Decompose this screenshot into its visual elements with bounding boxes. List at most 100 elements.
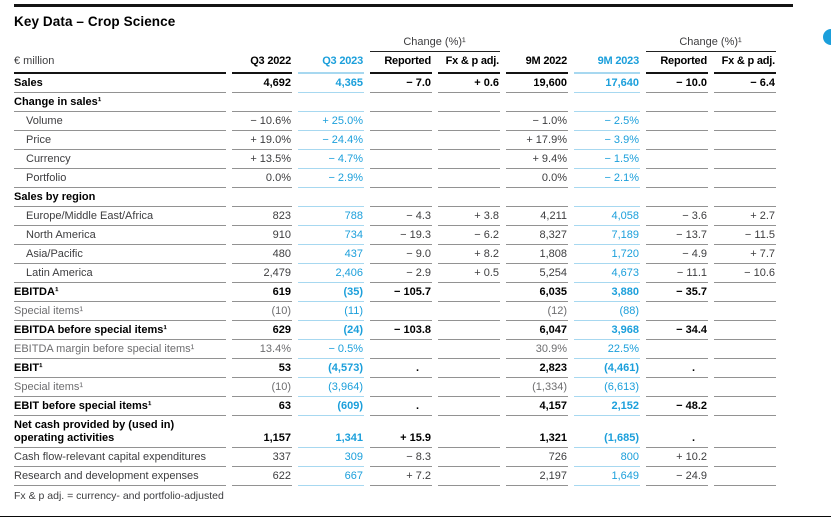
value-cell: − 35.7 bbox=[646, 283, 708, 302]
value-cell bbox=[370, 131, 432, 150]
value-cell bbox=[438, 467, 500, 486]
value-cell: 480 bbox=[232, 245, 292, 264]
value-cell: − 0.5% bbox=[298, 340, 364, 359]
value-cell bbox=[370, 302, 432, 321]
value-cell: − 24.4% bbox=[298, 131, 364, 150]
value-cell: (35) bbox=[298, 283, 364, 302]
value-cell: 6,035 bbox=[506, 283, 568, 302]
value-cell: − 11.5 bbox=[714, 226, 776, 245]
value-cell: − 3.6 bbox=[646, 207, 708, 226]
value-cell bbox=[714, 302, 776, 321]
value-cell: 629 bbox=[232, 321, 292, 340]
value-cell: − 4.9 bbox=[646, 245, 708, 264]
table-row: Sales by region bbox=[14, 188, 776, 207]
value-cell bbox=[646, 112, 708, 131]
row-label: Europe/Middle East/Africa bbox=[14, 207, 226, 226]
value-cell: (24) bbox=[298, 321, 364, 340]
value-cell bbox=[506, 93, 568, 112]
value-cell bbox=[714, 416, 776, 448]
value-cell: 337 bbox=[232, 448, 292, 467]
table-row: Europe/Middle East/Africa 823 788 − 4.3 + 3.… bbox=[14, 207, 776, 226]
value-cell: 4,211 bbox=[506, 207, 568, 226]
row-label: Volume bbox=[14, 112, 226, 131]
value-cell: − 10.6% bbox=[232, 112, 292, 131]
value-cell: 6,047 bbox=[506, 321, 568, 340]
value-cell: 1,341 bbox=[298, 416, 364, 448]
value-cell: 1,720 bbox=[574, 245, 640, 264]
column-header-reported-q3: Reported bbox=[370, 52, 432, 74]
value-cell: 4,157 bbox=[506, 397, 568, 416]
value-cell bbox=[438, 302, 500, 321]
row-label: North America bbox=[14, 226, 226, 245]
value-cell: 437 bbox=[298, 245, 364, 264]
value-cell: + 15.9 bbox=[370, 416, 432, 448]
spacer-cell bbox=[232, 33, 292, 52]
row-label: Sales bbox=[14, 74, 226, 93]
value-cell: 622 bbox=[232, 467, 292, 486]
value-cell bbox=[646, 93, 708, 112]
row-label: Currency bbox=[14, 150, 226, 169]
value-cell: 2,823 bbox=[506, 359, 568, 378]
value-cell: 7,189 bbox=[574, 226, 640, 245]
value-cell bbox=[574, 93, 640, 112]
value-cell: − 2.9% bbox=[298, 169, 364, 188]
value-cell bbox=[438, 188, 500, 207]
value-cell: 1,321 bbox=[506, 416, 568, 448]
change-group-label-9m: Change (%)¹ bbox=[646, 33, 776, 52]
value-cell: 2,406 bbox=[298, 264, 364, 283]
spacer-cell bbox=[14, 33, 226, 52]
value-cell: 30.9% bbox=[506, 340, 568, 359]
row-label: Price bbox=[14, 131, 226, 150]
value-cell: − 9.0 bbox=[370, 245, 432, 264]
value-cell: 5,254 bbox=[506, 264, 568, 283]
value-cell bbox=[438, 416, 500, 448]
spacer-cell bbox=[298, 33, 364, 52]
value-cell: 4,673 bbox=[574, 264, 640, 283]
key-data-report: Key Data – Crop Science Change (%)¹ Chan… bbox=[14, 4, 793, 502]
value-cell: − 19.3 bbox=[370, 226, 432, 245]
value-cell bbox=[438, 340, 500, 359]
table-row: EBITDA margin before special items¹ 13.4%… bbox=[14, 340, 776, 359]
value-cell: 63 bbox=[232, 397, 292, 416]
table-row: Cash flow-relevant capital expenditures 3… bbox=[14, 448, 776, 467]
table-row: North America 910 734 − 19.3 − 6.2 8,327 7,189… bbox=[14, 226, 776, 245]
value-cell: − 10.0 bbox=[646, 74, 708, 93]
value-cell: − 6.2 bbox=[438, 226, 500, 245]
row-label: Change in sales¹ bbox=[14, 93, 226, 112]
value-cell: 734 bbox=[298, 226, 364, 245]
unit-label: € million bbox=[14, 52, 226, 74]
value-cell: 788 bbox=[298, 207, 364, 226]
value-cell: (609) bbox=[298, 397, 364, 416]
value-cell: + 0.5 bbox=[438, 264, 500, 283]
table-row: Latin America 2,479 2,406 − 2.9 + 0.5 5,254 4,… bbox=[14, 264, 776, 283]
value-cell: 309 bbox=[298, 448, 364, 467]
value-cell: 8,327 bbox=[506, 226, 568, 245]
column-header-fxp-9m: Fx & p adj. bbox=[714, 52, 776, 74]
value-cell bbox=[370, 112, 432, 131]
value-cell bbox=[370, 378, 432, 397]
row-label: EBITDA margin before special items¹ bbox=[14, 340, 226, 359]
value-cell bbox=[646, 169, 708, 188]
value-cell: − 7.0 bbox=[370, 74, 432, 93]
value-cell: (1,685) bbox=[574, 416, 640, 448]
row-label: Special items¹ bbox=[14, 302, 226, 321]
value-cell bbox=[714, 340, 776, 359]
value-cell bbox=[714, 321, 776, 340]
value-cell: . bbox=[370, 397, 432, 416]
spacer-cell bbox=[506, 33, 568, 52]
value-cell bbox=[298, 188, 364, 207]
value-cell bbox=[438, 112, 500, 131]
value-cell: 667 bbox=[298, 467, 364, 486]
value-cell: 2,197 bbox=[506, 467, 568, 486]
value-cell: (10) bbox=[232, 302, 292, 321]
row-label: EBITDA¹ bbox=[14, 283, 226, 302]
value-cell bbox=[714, 397, 776, 416]
value-cell bbox=[298, 93, 364, 112]
value-cell: 800 bbox=[574, 448, 640, 467]
value-cell: − 6.4 bbox=[714, 74, 776, 93]
value-cell: − 2.1% bbox=[574, 169, 640, 188]
value-cell bbox=[438, 448, 500, 467]
value-cell: + 25.0% bbox=[298, 112, 364, 131]
table-row: Change in sales¹ bbox=[14, 93, 776, 112]
value-cell bbox=[646, 150, 708, 169]
